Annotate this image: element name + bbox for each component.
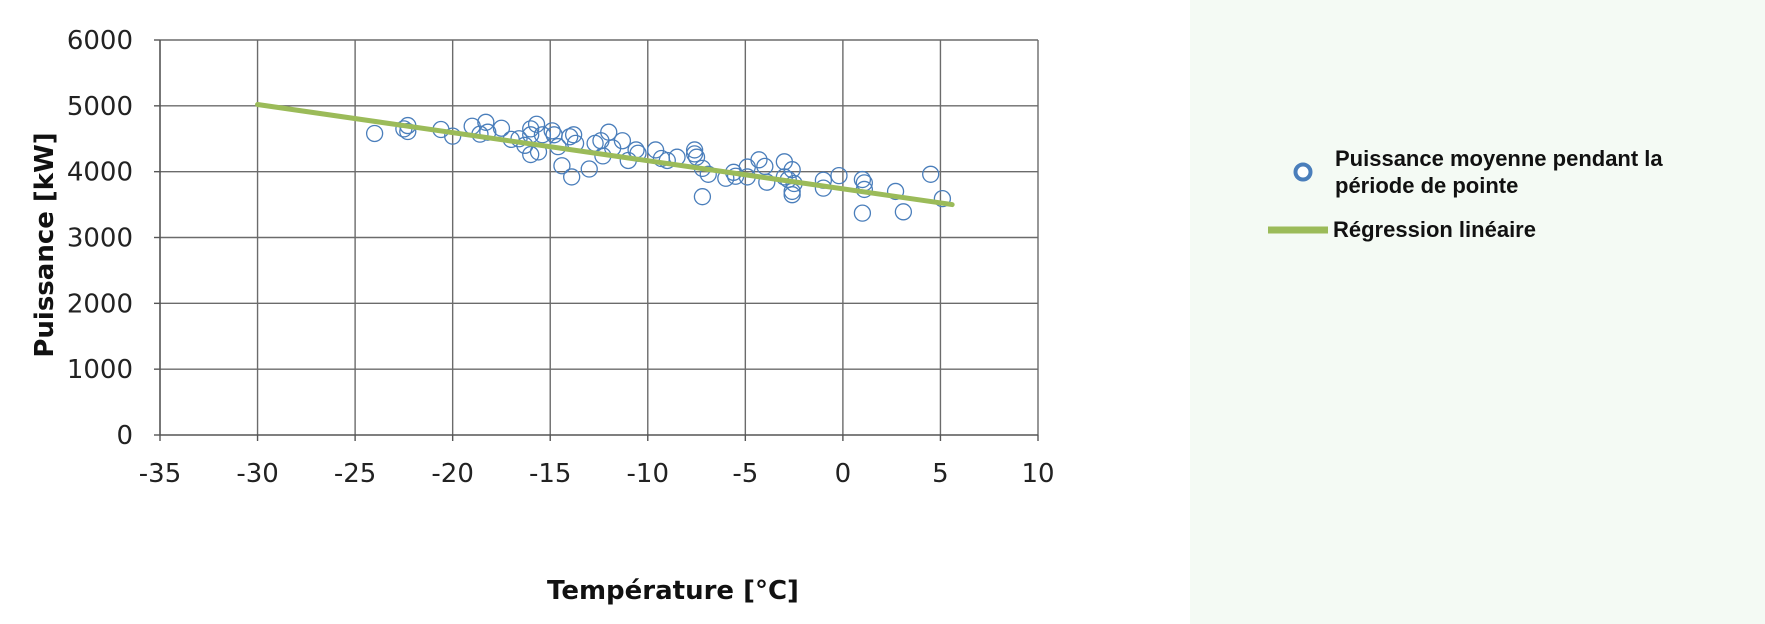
data-point (830, 166, 848, 185)
data-point (580, 160, 598, 178)
legend-panel (1190, 0, 1765, 624)
data-point (543, 122, 561, 140)
data-point (922, 165, 940, 183)
data-point (527, 115, 546, 133)
data-point (492, 119, 511, 137)
y-tick-label: 2000 (67, 289, 133, 319)
data-point (758, 173, 776, 191)
legend-marker-circle-icon (1293, 162, 1313, 182)
data-point (399, 122, 417, 141)
data-point (522, 120, 540, 138)
x-tick-label: 0 (835, 459, 852, 489)
data-point (685, 145, 704, 163)
data-point (933, 190, 952, 208)
data-point (563, 168, 581, 186)
axes (154, 39, 1039, 441)
y-tick-label: 5000 (67, 92, 133, 122)
data-point (564, 126, 583, 144)
x-tick-label: -35 (139, 459, 181, 489)
legend-item-scatter: Puissance moyenne pendant la période de … (1268, 145, 1695, 199)
data-point (533, 126, 552, 144)
data-point (600, 123, 618, 141)
data-point (886, 182, 905, 201)
data-point (685, 141, 704, 159)
y-tick-label: 3000 (67, 224, 133, 254)
y-tick-label: 0 (116, 421, 133, 451)
data-point (687, 148, 706, 166)
data-point (894, 203, 913, 221)
data-point (365, 124, 384, 143)
legend-label-scatter: Puissance moyenne pendant la période de … (1335, 146, 1663, 198)
legend-item-regression: Régression linéaire (1268, 215, 1536, 245)
data-point (561, 128, 579, 146)
data-point (522, 145, 540, 164)
data-point (553, 157, 571, 175)
legend-label-regression: Régression linéaire (1333, 217, 1536, 242)
y-axis-title: Puissance [kW] (30, 132, 60, 357)
data-point (853, 170, 872, 189)
data-point (699, 165, 717, 183)
x-tick-label: 10 (1021, 459, 1054, 489)
data-point (783, 161, 801, 179)
legend-marker-line-icon (1268, 226, 1328, 234)
x-tick-label: -20 (431, 459, 473, 489)
data-point (693, 188, 712, 206)
x-tick-label: 5 (932, 459, 949, 489)
x-tick-label: -10 (627, 459, 669, 489)
grid-lines (160, 39, 1039, 435)
data-point (853, 204, 872, 222)
tick-labels: -35 -30 -25 -20 -15 -10 -5 0 5 10 0 1000 2000 3000 400… (67, 26, 1055, 489)
data-point (646, 141, 665, 159)
x-tick-label: -5 (732, 459, 758, 489)
series-layer (255, 102, 955, 222)
x-axis-title: Température [°C] (547, 576, 799, 606)
regression-line (255, 102, 955, 208)
data-point (750, 151, 768, 169)
y-tick-label: 1000 (67, 355, 133, 385)
chart-area (0, 0, 1190, 624)
data-point (783, 186, 801, 204)
data-point (613, 132, 632, 150)
y-tick-label: 6000 (67, 26, 133, 56)
data-point (477, 113, 495, 131)
y-tick-label: 4000 (67, 158, 133, 188)
x-tick-label: -25 (334, 459, 376, 489)
x-tick-label: -30 (236, 459, 278, 489)
x-tick-label: -15 (529, 459, 571, 489)
